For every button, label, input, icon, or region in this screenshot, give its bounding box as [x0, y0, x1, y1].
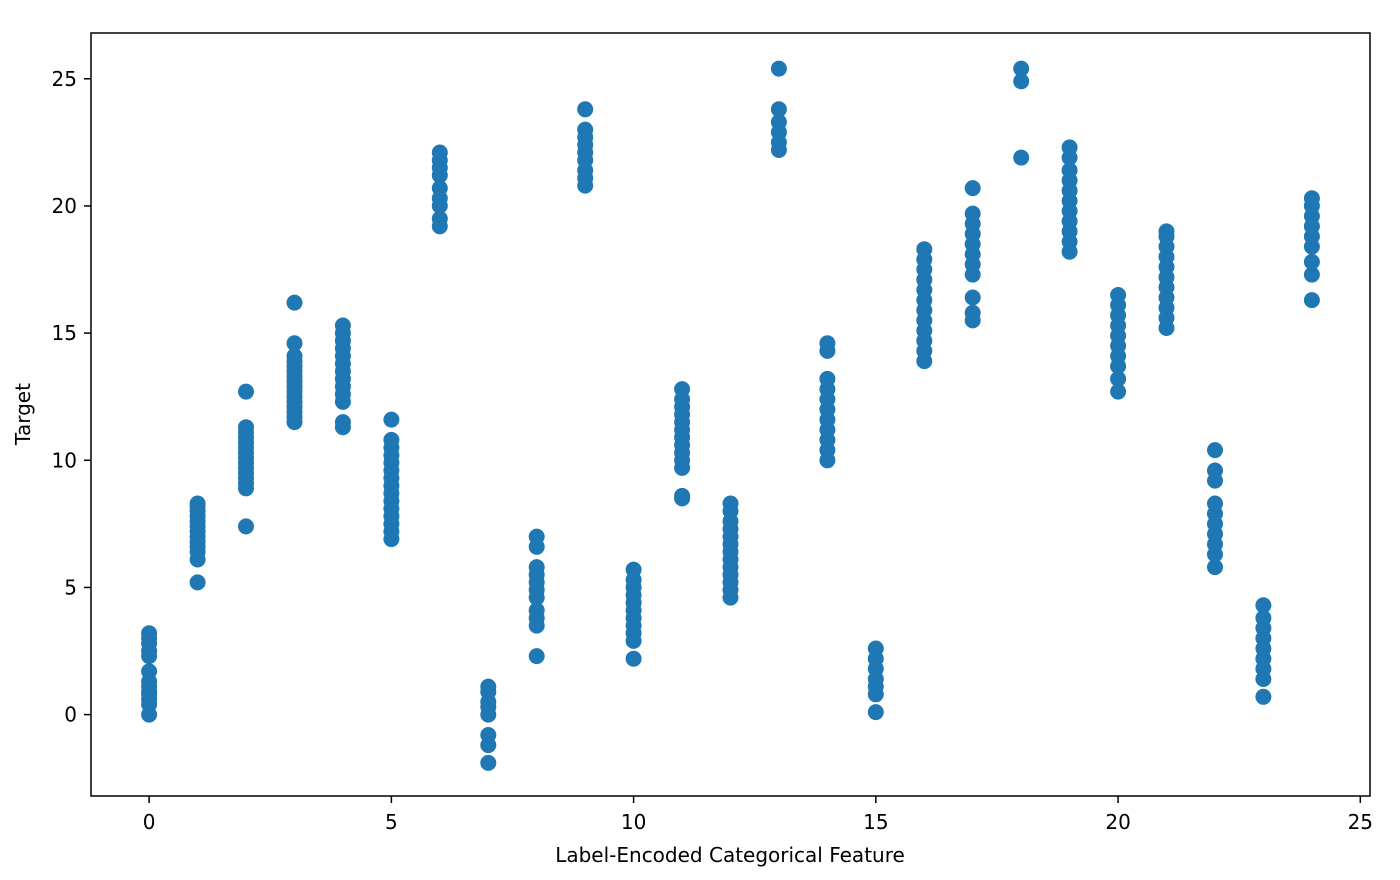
- scatter-point: [383, 411, 400, 428]
- scatter-point: [528, 648, 545, 665]
- y-tick-label: 10: [52, 448, 77, 472]
- x-axis-ticks: 0 5 10 15 20 25: [143, 796, 1373, 834]
- scatter-point: [1207, 442, 1223, 459]
- scatter-point: [577, 101, 594, 118]
- y-tick-label: 20: [52, 194, 77, 218]
- scatter-point: [1013, 73, 1030, 90]
- scatter-point: [286, 335, 303, 352]
- scatter-point: [141, 663, 158, 680]
- scatter-point: [916, 241, 933, 258]
- scatter-point: [1255, 597, 1272, 614]
- scatter-point: [819, 335, 836, 352]
- scatter-point: [286, 348, 303, 364]
- scatter-point: [1110, 287, 1127, 303]
- scatter-point: [431, 210, 448, 227]
- scatter-point: [1110, 383, 1127, 400]
- scatter-point: [1061, 139, 1078, 156]
- x-axis-label: Label-Encoded Categorical Feature: [555, 843, 905, 867]
- scatter-point: [480, 678, 497, 695]
- scatter-point: [1303, 253, 1320, 270]
- scatter-point: [189, 495, 206, 512]
- scatter-point: [674, 487, 691, 504]
- scatter-point: [964, 180, 981, 197]
- scatter-point: [964, 205, 981, 222]
- scatter-point: [722, 495, 739, 512]
- y-axis-label: Target: [11, 383, 35, 446]
- scatter-point: [480, 727, 497, 743]
- scatter-point: [770, 101, 787, 118]
- scatter-point: [334, 414, 351, 431]
- scatter-point: [383, 431, 400, 448]
- x-tick-label: 25: [1348, 810, 1373, 834]
- y-tick-label: 15: [52, 321, 77, 345]
- scatter-point: [238, 419, 254, 436]
- scatter-point: [334, 317, 351, 334]
- scatter-point: [867, 704, 884, 721]
- scatter-point: [480, 754, 497, 771]
- scatter-point: [964, 289, 981, 306]
- scatter-point: [141, 625, 158, 642]
- x-tick-label: 5: [385, 810, 398, 834]
- scatter-point: [867, 640, 884, 657]
- scatter-point: [1158, 223, 1175, 240]
- scatter-point: [674, 381, 691, 398]
- scatter-point: [625, 650, 642, 667]
- scatter-point: [189, 574, 206, 591]
- scatter-point: [770, 114, 787, 130]
- x-tick-label: 15: [863, 810, 888, 834]
- y-tick-label: 0: [64, 703, 77, 727]
- scatter-point: [770, 60, 787, 77]
- plot-frame: [90, 32, 1371, 797]
- data-points: [141, 60, 1320, 771]
- scatter-point: [1303, 266, 1320, 283]
- scatter-point: [1255, 688, 1272, 705]
- scatter-point: [1110, 370, 1127, 387]
- scatter-point: [286, 294, 303, 311]
- scatter-point: [964, 304, 981, 321]
- y-tick-label: 25: [52, 67, 77, 91]
- scatter-point: [528, 559, 545, 576]
- scatter-point: [528, 528, 545, 545]
- x-tick-label: 10: [621, 810, 646, 834]
- scatter-point: [1061, 162, 1078, 179]
- scatter-point: [238, 518, 254, 535]
- y-axis-ticks: 0 5 10 15 20 25: [52, 67, 91, 727]
- scatter-point: [1303, 292, 1320, 309]
- scatter-point: [1207, 462, 1223, 479]
- scatter-point: [1013, 149, 1030, 166]
- scatter-point: [625, 561, 642, 578]
- scatter-point: [1207, 559, 1223, 576]
- scatter-point: [528, 602, 545, 619]
- scatter-point: [431, 144, 448, 161]
- scatter-point: [577, 121, 594, 138]
- scatter-point: [1255, 610, 1272, 626]
- x-tick-label: 20: [1105, 810, 1130, 834]
- scatter-point: [819, 370, 836, 387]
- y-tick-label: 5: [64, 575, 77, 599]
- scatter-point: [431, 180, 448, 197]
- scatter-point: [238, 383, 254, 400]
- x-tick-label: 0: [143, 810, 156, 834]
- scatter-point: [1013, 60, 1030, 77]
- scatter-point: [1207, 495, 1223, 512]
- scatter-point: [1303, 190, 1320, 207]
